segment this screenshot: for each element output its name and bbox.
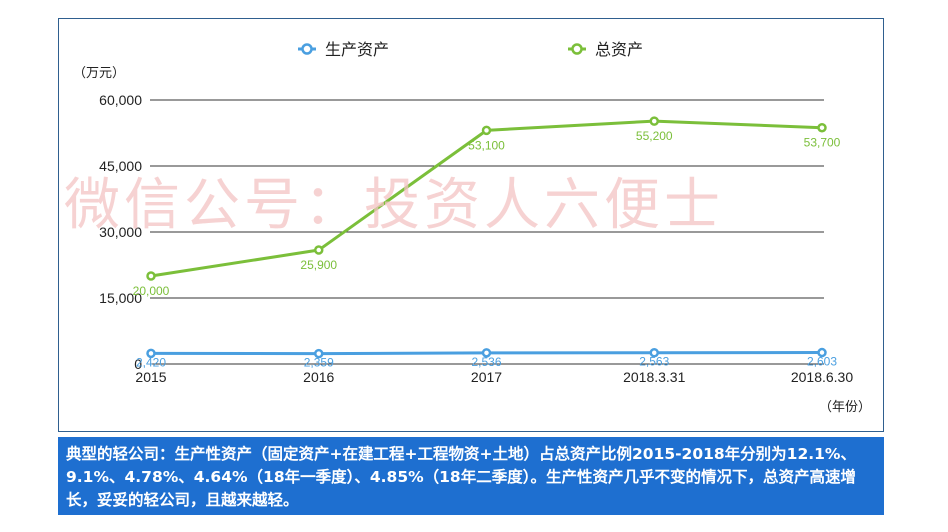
data-label: 55,200 <box>636 129 673 143</box>
data-point <box>146 348 156 359</box>
x-tick-label: 2015 <box>135 369 166 385</box>
legend-label: 生产资产 <box>325 41 389 59</box>
data-label: 53,700 <box>804 136 841 150</box>
x-tick-label: 2016 <box>303 369 334 385</box>
x-tick-label: 2018.3.31 <box>623 369 685 385</box>
data-point <box>314 348 324 359</box>
data-label: 2,603 <box>807 355 837 369</box>
data-point <box>817 347 827 358</box>
data-label: 2,536 <box>471 355 501 369</box>
data-label: 2,420 <box>136 355 166 369</box>
x-tick-label: 2017 <box>471 369 502 385</box>
data-label: 2,359 <box>304 356 334 370</box>
data-label: 25,900 <box>300 258 337 272</box>
legend-swatch-marker <box>571 43 583 55</box>
y-tick-label: 60,000 <box>99 92 142 108</box>
data-label: 20,000 <box>133 284 170 298</box>
y-tick-label: 30,000 <box>99 224 142 240</box>
x-axis-label: （年份） <box>819 399 871 414</box>
data-point <box>649 347 659 358</box>
x-tick-label: 2018.6.30 <box>791 369 853 385</box>
data-point <box>146 271 156 281</box>
legend-label: 总资产 <box>595 41 643 59</box>
data-point <box>481 125 492 136</box>
data-point <box>649 116 659 126</box>
y-unit-label: （万元） <box>73 65 125 80</box>
y-tick-label: 45,000 <box>99 158 142 174</box>
data-label: 2,563 <box>639 355 669 369</box>
data-point <box>314 245 324 255</box>
line-chart: 0 15,000 30,000 45,000 60,000 （万元） 2015 2016 201… <box>73 41 871 414</box>
data-point <box>481 348 492 358</box>
y-tick-label: 15,000 <box>99 290 142 306</box>
legend-swatch-marker <box>301 43 313 55</box>
chart-frame: 0 15,000 30,000 45,000 60,000 （万元） 2015 2016 201… <box>58 18 884 432</box>
caption-box: 典型的轻公司：生产性资产（固定资产+在建工程+工程物资+土地）占总资产比例201… <box>58 437 884 515</box>
data-point <box>817 122 827 133</box>
y-tick-label: 0 <box>134 356 142 372</box>
data-label: 53,100 <box>468 138 505 152</box>
